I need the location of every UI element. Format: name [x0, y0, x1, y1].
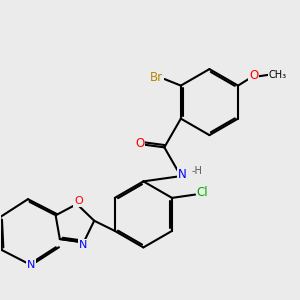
Text: O: O [135, 136, 144, 150]
Text: CH₃: CH₃ [268, 70, 287, 80]
Text: Br: Br [149, 71, 163, 84]
Text: Cl: Cl [196, 186, 208, 200]
Text: O: O [249, 69, 259, 82]
Text: O: O [74, 196, 83, 206]
Text: N: N [79, 240, 87, 250]
Text: N: N [27, 260, 35, 270]
Text: N: N [178, 168, 187, 181]
Text: -H: -H [191, 166, 202, 176]
